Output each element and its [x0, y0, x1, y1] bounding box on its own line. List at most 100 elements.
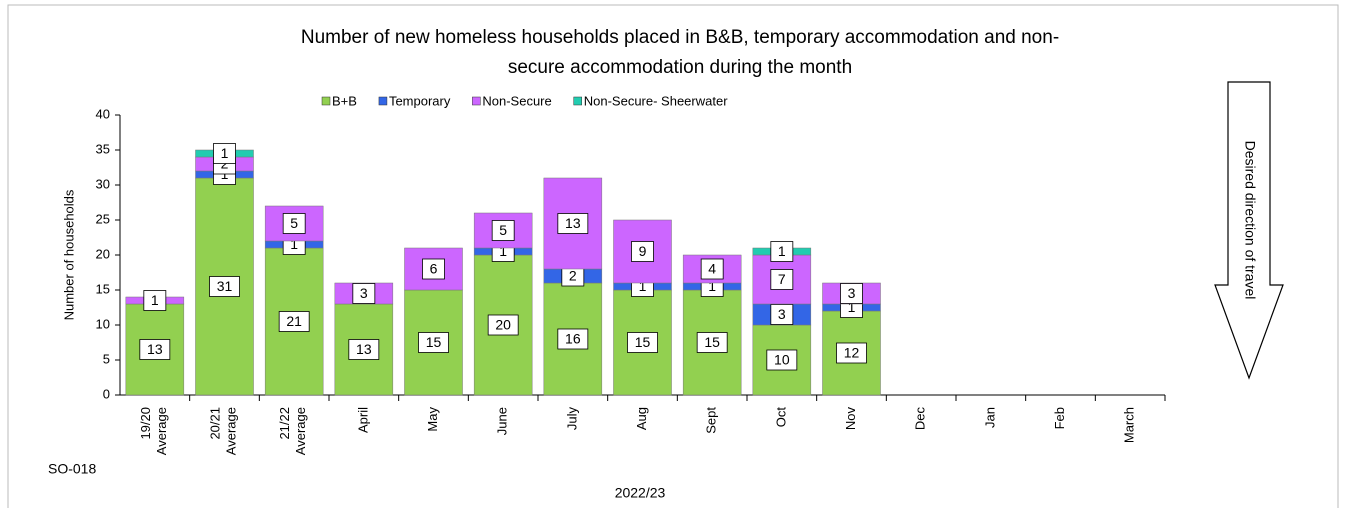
data-label: 13	[147, 341, 163, 357]
data-label-box	[770, 269, 794, 290]
x-tick-label: 19/20Average	[138, 407, 169, 455]
data-label: 1	[848, 299, 856, 315]
arrow-label: Desired direction of travel	[1242, 141, 1258, 300]
data-label: 12	[844, 345, 860, 361]
data-label-box	[631, 241, 654, 262]
data-label-box	[770, 304, 794, 325]
data-label-box	[766, 349, 798, 371]
chart-code: SO-018	[48, 461, 96, 477]
x-tick-label-line: Average	[154, 407, 169, 455]
data-label: 13	[565, 215, 581, 231]
legend-swatch	[573, 96, 582, 106]
data-label-box	[209, 276, 240, 297]
y-tick-label: 40	[96, 106, 110, 121]
data-label: 6	[430, 261, 438, 277]
legend-label: B+B	[332, 93, 357, 108]
x-tick-label: April	[355, 407, 370, 433]
data-label: 5	[290, 215, 298, 231]
x-tick-label: Feb	[1052, 407, 1067, 429]
data-label-box	[213, 143, 236, 164]
x-tick-label: Aug	[634, 407, 649, 430]
data-label: 9	[639, 243, 647, 259]
data-label: 5	[499, 222, 507, 238]
data-label-box	[840, 283, 863, 304]
data-label: 1	[290, 236, 298, 252]
data-label-box	[278, 311, 310, 332]
data-label-box	[700, 258, 724, 280]
y-tick-label: 30	[96, 176, 110, 191]
y-axis-label: Number of households	[61, 189, 76, 320]
data-label-box	[418, 332, 449, 353]
data-label: 15	[426, 334, 442, 350]
data-label-box	[627, 332, 658, 353]
data-label: 20	[495, 317, 511, 333]
data-label: 15	[635, 334, 651, 350]
data-label: 10	[774, 352, 790, 368]
data-label-box	[557, 213, 589, 234]
legend-label: Temporary	[389, 93, 451, 108]
data-label: 3	[360, 285, 368, 301]
data-label: 1	[708, 278, 716, 294]
data-label-box	[352, 283, 376, 304]
data-label: 4	[708, 261, 716, 277]
chart-title: secure accommodation during the month	[508, 57, 852, 78]
y-tick-label: 20	[96, 246, 110, 261]
data-label-box	[348, 339, 380, 360]
y-tick-label: 0	[103, 386, 110, 401]
data-label: 1	[499, 243, 507, 259]
data-label-box	[139, 339, 171, 360]
data-label: 13	[356, 341, 372, 357]
x-tick-label: Sept	[704, 407, 719, 434]
chart-title: Number of new homeless households placed…	[301, 27, 1059, 48]
data-label: 1	[778, 243, 786, 259]
y-tick-label: 5	[103, 351, 110, 366]
x-tick-label: Oct	[773, 407, 788, 428]
legend-label: Non-Secure- Sheerwater	[584, 93, 728, 108]
x-axis-label: 2022/23	[615, 485, 666, 501]
x-tick-label: Dec	[913, 407, 928, 431]
x-tick-label: June	[495, 407, 510, 435]
data-label-box	[143, 290, 167, 311]
x-tick-label-line: 20/21	[208, 407, 223, 440]
data-label-box	[422, 258, 445, 280]
y-tick-label: 10	[96, 316, 110, 331]
data-label: 2	[569, 268, 577, 284]
x-tick-label: 20/21Average	[208, 407, 239, 455]
x-tick-label: Jan	[982, 407, 997, 428]
x-tick-label-line: 19/20	[138, 407, 153, 440]
data-label-box	[770, 241, 794, 262]
y-tick-label: 35	[96, 141, 110, 156]
data-label-box	[491, 220, 515, 241]
legend-swatch	[472, 96, 481, 106]
bar-segment	[264, 247, 324, 396]
x-tick-label: Nov	[843, 407, 858, 431]
data-label-box	[282, 213, 306, 234]
x-tick-label: March	[1122, 407, 1137, 443]
data-label-box	[557, 328, 589, 350]
x-tick-label: May	[425, 407, 440, 432]
data-label-box	[487, 314, 519, 336]
x-tick-label: 21/22Average	[278, 407, 309, 455]
data-label: 16	[565, 331, 581, 347]
data-label-box	[836, 342, 867, 364]
x-tick-label: July	[564, 407, 579, 431]
data-label: 31	[217, 278, 233, 294]
data-label: 1	[221, 145, 229, 161]
y-tick-label: 15	[96, 281, 110, 296]
x-tick-label-line: Average	[224, 407, 239, 455]
legend-label: Non-Secure	[482, 93, 551, 108]
legend-swatch	[321, 96, 331, 106]
data-label: 7	[778, 271, 786, 287]
legend-swatch	[378, 96, 388, 106]
data-label-box	[696, 332, 728, 353]
data-label: 3	[778, 306, 786, 322]
data-label: 3	[848, 285, 856, 301]
data-label: 21	[286, 313, 302, 329]
x-tick-label-line: Average	[294, 407, 309, 455]
data-label: 1	[151, 292, 159, 308]
data-label: 15	[704, 334, 720, 350]
data-label: 1	[639, 278, 647, 294]
y-tick-label: 25	[96, 211, 110, 226]
